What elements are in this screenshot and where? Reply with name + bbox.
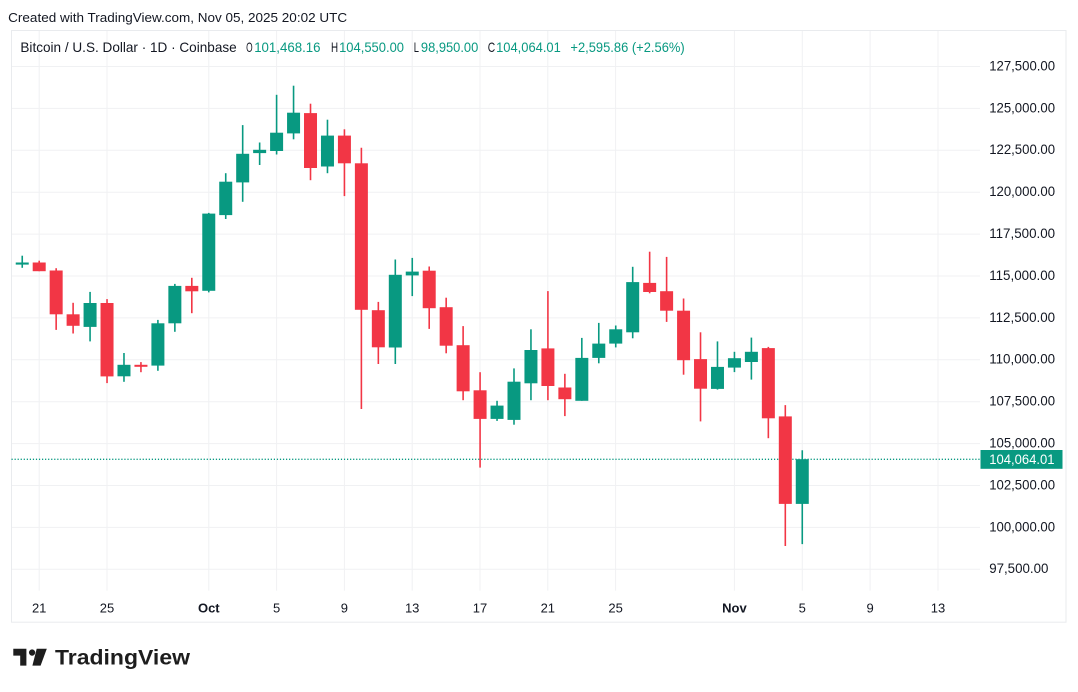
svg-text:98,950.00: 98,950.00 <box>421 39 479 55</box>
svg-text:O: O <box>246 39 253 55</box>
svg-text:H: H <box>331 39 338 55</box>
svg-text:5: 5 <box>799 600 806 615</box>
svg-text:101,468.16: 101,468.16 <box>254 39 320 55</box>
svg-text:100,000.00: 100,000.00 <box>989 519 1055 534</box>
svg-text:122,500.00: 122,500.00 <box>989 142 1055 157</box>
svg-text:110,000.00: 110,000.00 <box>989 352 1055 367</box>
svg-text:25: 25 <box>608 600 622 615</box>
svg-text:107,500.00: 107,500.00 <box>989 394 1055 409</box>
svg-text:104,550.00: 104,550.00 <box>339 39 404 55</box>
svg-text:112,500.00: 112,500.00 <box>989 310 1055 325</box>
svg-text:13: 13 <box>931 600 945 615</box>
svg-text:25: 25 <box>100 600 114 615</box>
svg-text:21: 21 <box>32 600 46 615</box>
svg-text:17: 17 <box>473 600 487 615</box>
svg-text:97,500.00: 97,500.00 <box>989 561 1048 576</box>
svg-text:105,000.00: 105,000.00 <box>989 436 1055 451</box>
svg-text:TradingView: TradingView <box>55 646 191 669</box>
svg-text:C: C <box>488 39 495 55</box>
svg-text:9: 9 <box>341 600 348 615</box>
svg-text:115,000.00: 115,000.00 <box>989 268 1055 283</box>
svg-text:102,500.00: 102,500.00 <box>989 477 1055 492</box>
svg-text:Nov: Nov <box>722 600 747 615</box>
svg-text:104,064.01: 104,064.01 <box>989 452 1054 467</box>
svg-text:21: 21 <box>541 600 555 615</box>
svg-text:Created with TradingView.com,: Created with TradingView.com, Nov 05, 20… <box>8 10 347 25</box>
svg-text:117,500.00: 117,500.00 <box>989 226 1055 241</box>
svg-text:120,000.00: 120,000.00 <box>989 184 1055 199</box>
svg-text:9: 9 <box>866 600 873 615</box>
svg-text:Oct: Oct <box>198 600 220 615</box>
svg-text:Bitcoin / U.S. Dollar · 1D · C: Bitcoin / U.S. Dollar · 1D · Coinbase <box>20 39 236 55</box>
svg-text:127,500.00: 127,500.00 <box>989 58 1055 73</box>
svg-text:13: 13 <box>405 600 419 615</box>
svg-text:125,000.00: 125,000.00 <box>989 100 1055 115</box>
svg-text:5: 5 <box>273 600 280 615</box>
svg-text:+2,595.86 (+2.56%): +2,595.86 (+2.56%) <box>570 39 684 55</box>
svg-text:104,064.01: 104,064.01 <box>496 39 561 55</box>
svg-text:L: L <box>414 39 419 55</box>
